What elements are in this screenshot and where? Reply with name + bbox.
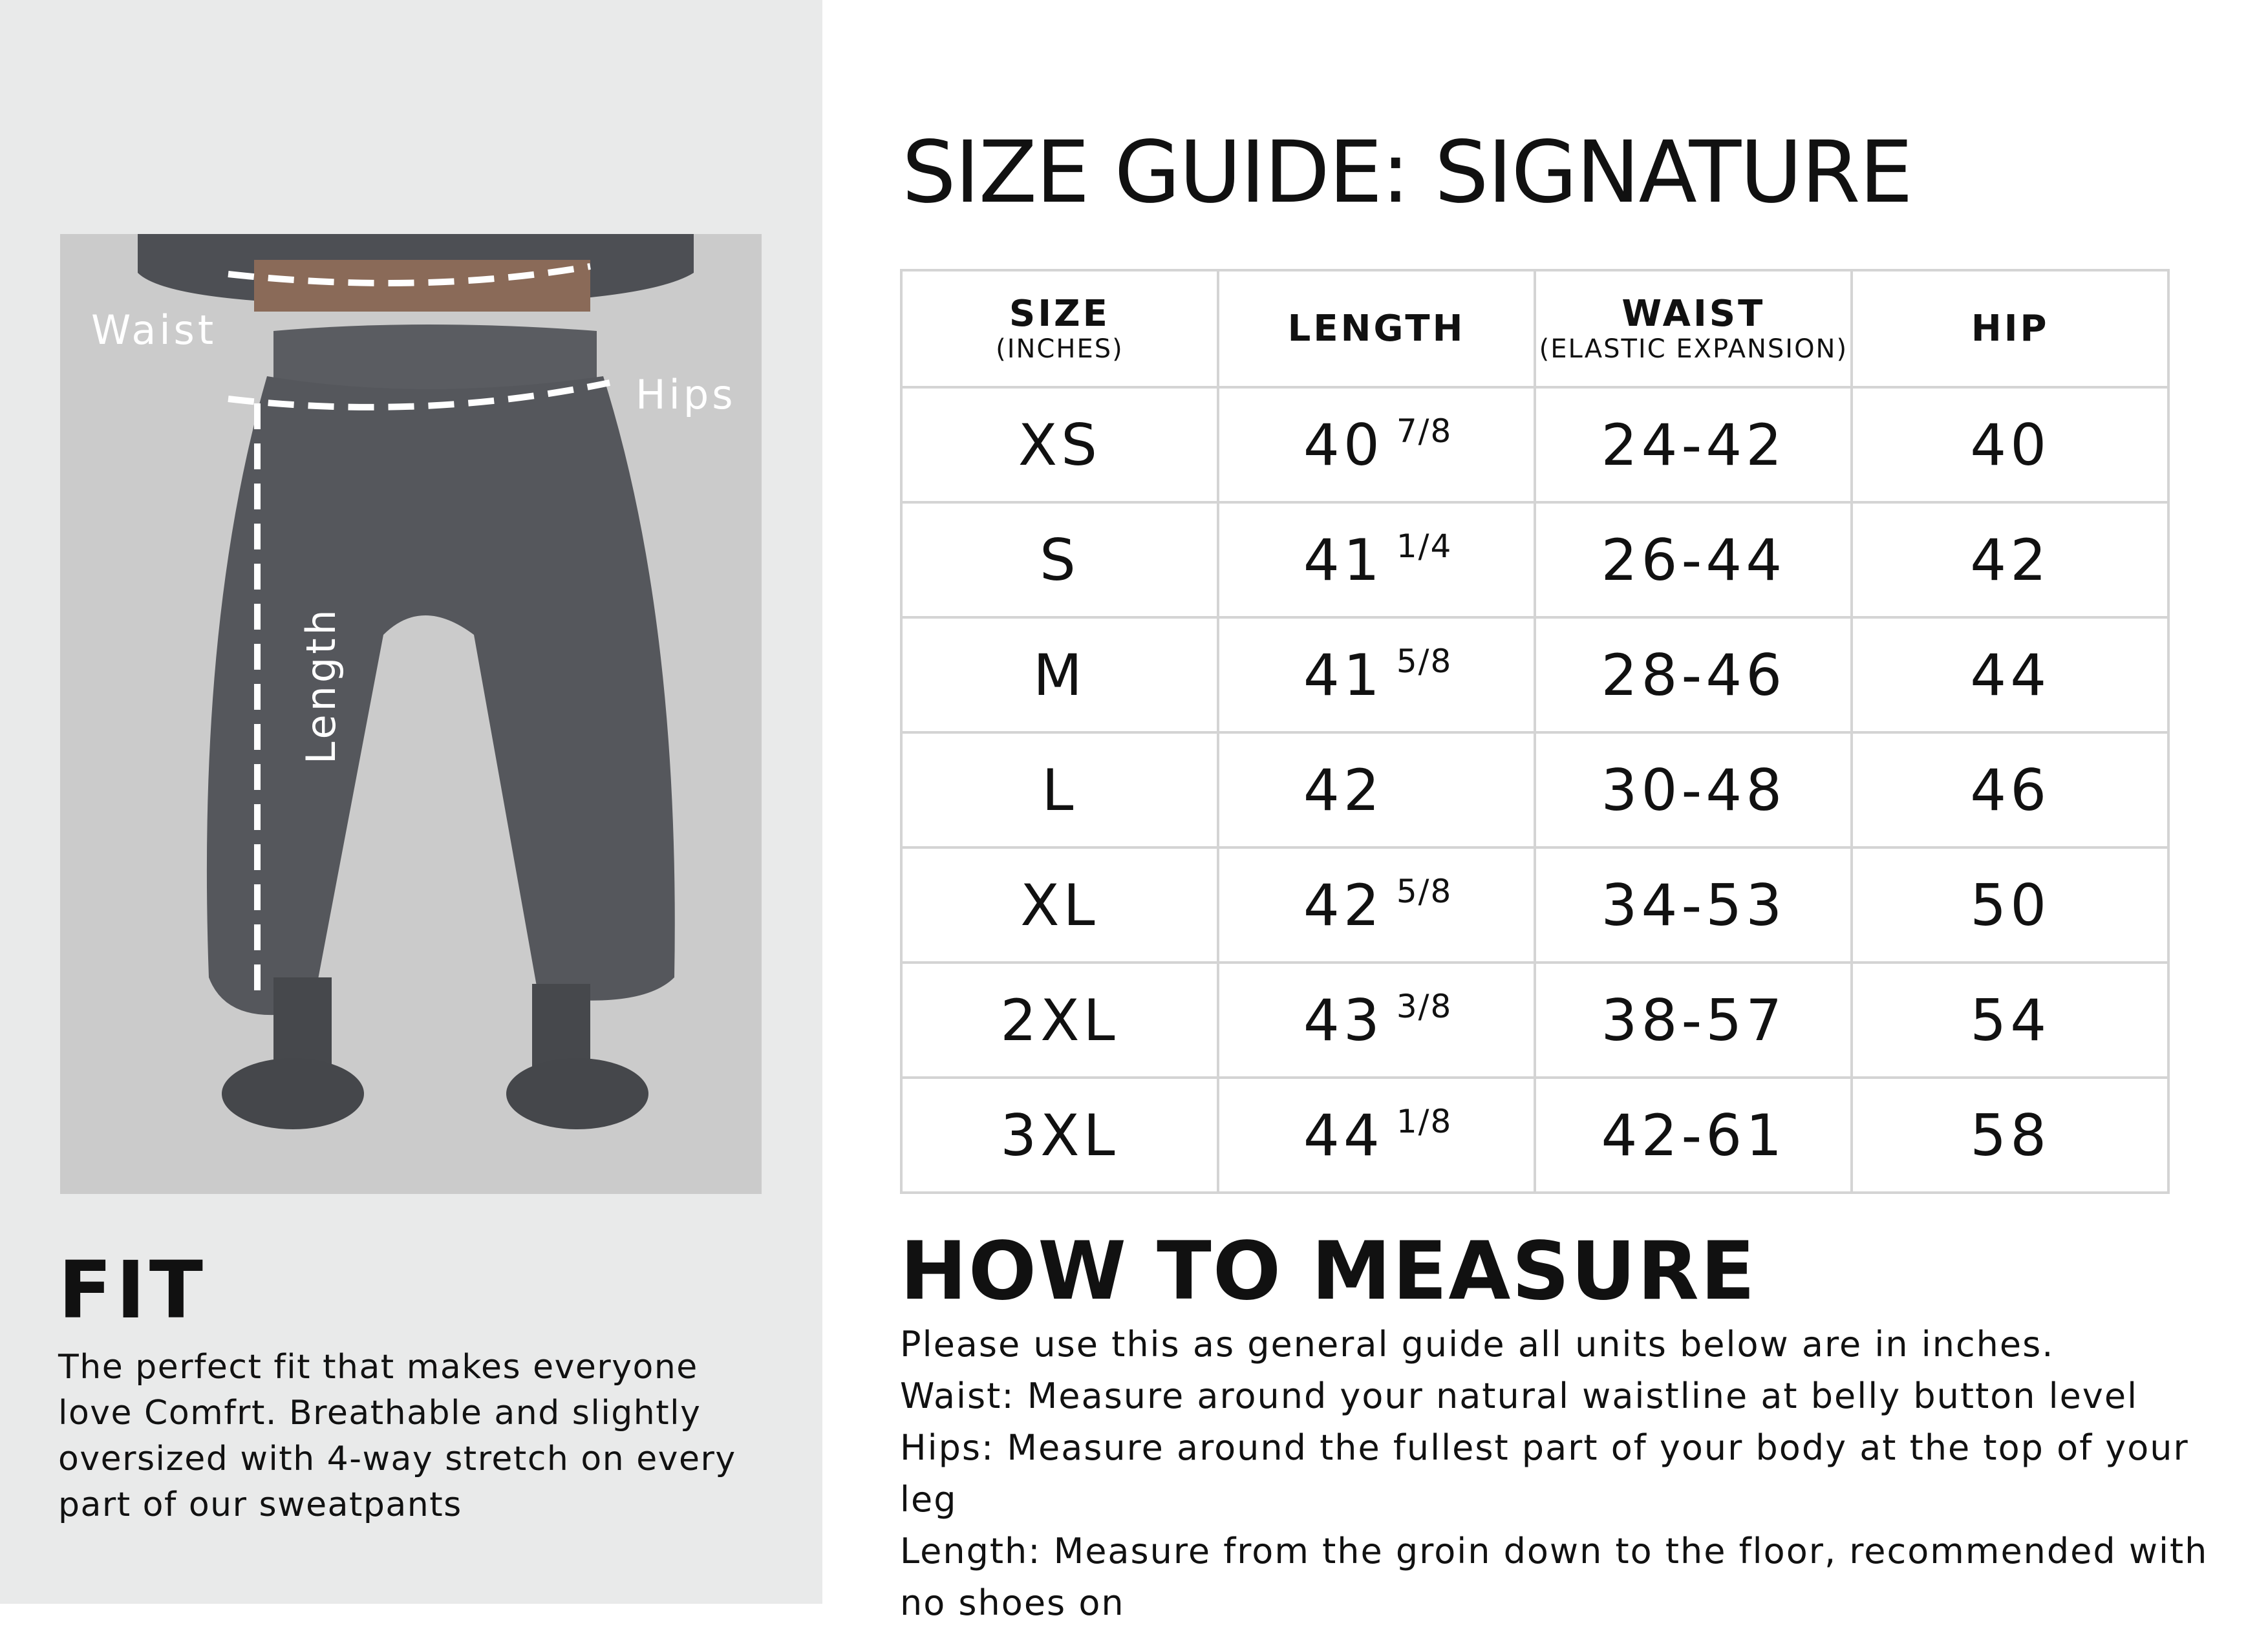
waist-value: 34-53 [1601, 871, 1786, 939]
waist-value: 26-44 [1601, 526, 1786, 593]
hips-label: Hips [636, 371, 736, 418]
cell-size: 2XL [900, 961, 1219, 1079]
waist-value: 28-46 [1601, 641, 1786, 708]
cell-waist: 42-61 [1534, 1076, 1854, 1194]
size-value: XL [1020, 871, 1099, 939]
cell-waist: 26-44 [1534, 501, 1854, 619]
length-fraction: 3/8 [1396, 987, 1453, 1025]
how-to-measure-title: HOW TO MEASURE [900, 1225, 1757, 1318]
size-table: SIZE (INCHES) LENGTH WAIST (ELASTIC EXPANSIO… [900, 269, 2170, 1194]
length-value: 42 [1303, 871, 1384, 939]
length-fraction: 1/4 [1396, 527, 1453, 565]
length-value: 42 [1303, 756, 1384, 824]
cell-size: M [900, 616, 1219, 734]
product-photo: Waist Hips Length [60, 234, 762, 1194]
header-label: HIP [1971, 307, 2049, 350]
cell-hip: 54 [1850, 961, 2170, 1079]
measure-line: Hips: Measure around the fullest part of… [900, 1427, 2189, 1520]
cell-size: XL [900, 846, 1219, 964]
how-to-measure-text: Please use this as general guide all uni… [900, 1319, 2245, 1629]
length-fraction: 7/8 [1396, 412, 1453, 450]
cell-length: 44 1/8 [1216, 1076, 1537, 1194]
table-row: L 42 30-48 46 [900, 731, 2170, 849]
measure-line: Length: Measure from the groin down to t… [900, 1531, 2209, 1623]
length-label: Length [297, 606, 345, 764]
table-row: XL 42 5/8 34-53 50 [900, 846, 2170, 964]
measure-line: Please use this as general guide all uni… [900, 1324, 2055, 1365]
page-title: SIZE GUIDE: SIGNATURE [902, 123, 1913, 222]
hip-value: 58 [1970, 1102, 2051, 1169]
column-header: HIP [1850, 269, 2170, 389]
cell-hip: 50 [1850, 846, 2170, 964]
table-row: 3XL 44 1/8 42-61 58 [900, 1076, 2170, 1194]
length-value: 40 [1303, 411, 1384, 478]
cell-length: 42 5/8 [1216, 846, 1537, 964]
cell-hip: 44 [1850, 616, 2170, 734]
length-value: 41 [1303, 526, 1384, 593]
column-header: SIZE (INCHES) [900, 269, 1219, 389]
hip-value: 44 [1970, 641, 2051, 708]
length-value: 44 [1303, 1102, 1384, 1169]
hip-value: 46 [1970, 756, 2051, 824]
header-sub: (ELASTIC EXPANSION) [1539, 334, 1848, 364]
size-value: M [1032, 641, 1086, 708]
cell-size: XS [900, 386, 1219, 504]
cell-hip: 42 [1850, 501, 2170, 619]
waist-value: 24-42 [1601, 411, 1786, 478]
table-row: 2XL 43 3/8 38-57 54 [900, 961, 2170, 1079]
table-row: S 41 1/4 26-44 42 [900, 501, 2170, 619]
table-row: XS 40 7/8 24-42 40 [900, 386, 2170, 504]
cell-length: 42 [1216, 731, 1537, 849]
waist-value: 42-61 [1601, 1102, 1786, 1169]
length-fraction: 5/8 [1396, 642, 1453, 680]
cell-length: 43 3/8 [1216, 961, 1537, 1079]
left-panel: Waist Hips Length FIT The perfect fit th… [0, 0, 822, 1604]
cell-waist: 30-48 [1534, 731, 1854, 849]
cell-size: 3XL [900, 1076, 1219, 1194]
cell-waist: 38-57 [1534, 961, 1854, 1079]
cell-waist: 34-53 [1534, 846, 1854, 964]
length-fraction: 1/8 [1396, 1102, 1453, 1140]
cell-waist: 28-46 [1534, 616, 1854, 734]
measure-line: Waist: Measure around your natural waist… [900, 1376, 2139, 1416]
hip-value: 54 [1970, 986, 2051, 1054]
header-label: WAIST [1621, 292, 1766, 335]
cell-length: 41 5/8 [1216, 616, 1537, 734]
length-value: 43 [1303, 986, 1384, 1054]
size-value: L [1042, 756, 1078, 824]
size-value: 3XL [1000, 1102, 1119, 1169]
size-value: XS [1018, 411, 1101, 478]
header-sub: (INCHES) [996, 334, 1124, 364]
cell-hip: 58 [1850, 1076, 2170, 1194]
waist-label: Waist [91, 306, 217, 354]
hip-value: 40 [1970, 411, 2051, 478]
header-label: LENGTH [1287, 307, 1466, 350]
fit-title: FIT [58, 1244, 207, 1336]
column-header: LENGTH [1216, 269, 1537, 389]
length-value: 41 [1303, 641, 1384, 708]
table-row: M 41 5/8 28-46 44 [900, 616, 2170, 734]
fit-description: The perfect fit that makes everyone love… [58, 1348, 736, 1524]
header-label: SIZE [1009, 292, 1110, 335]
cell-length: 40 7/8 [1216, 386, 1537, 504]
waist-value: 30-48 [1601, 756, 1786, 824]
length-fraction: 5/8 [1396, 872, 1453, 910]
cell-hip: 40 [1850, 386, 2170, 504]
cell-length: 41 1/4 [1216, 501, 1537, 619]
hip-value: 50 [1970, 871, 2051, 939]
cell-size: S [900, 501, 1219, 619]
cell-hip: 46 [1850, 731, 2170, 849]
cell-waist: 24-42 [1534, 386, 1854, 504]
size-value: S [1039, 526, 1080, 593]
hip-value: 42 [1970, 526, 2051, 593]
size-value: 2XL [1000, 986, 1119, 1054]
column-header: WAIST (ELASTIC EXPANSION) [1534, 269, 1854, 389]
waist-value: 38-57 [1601, 986, 1786, 1054]
cell-size: L [900, 731, 1219, 849]
